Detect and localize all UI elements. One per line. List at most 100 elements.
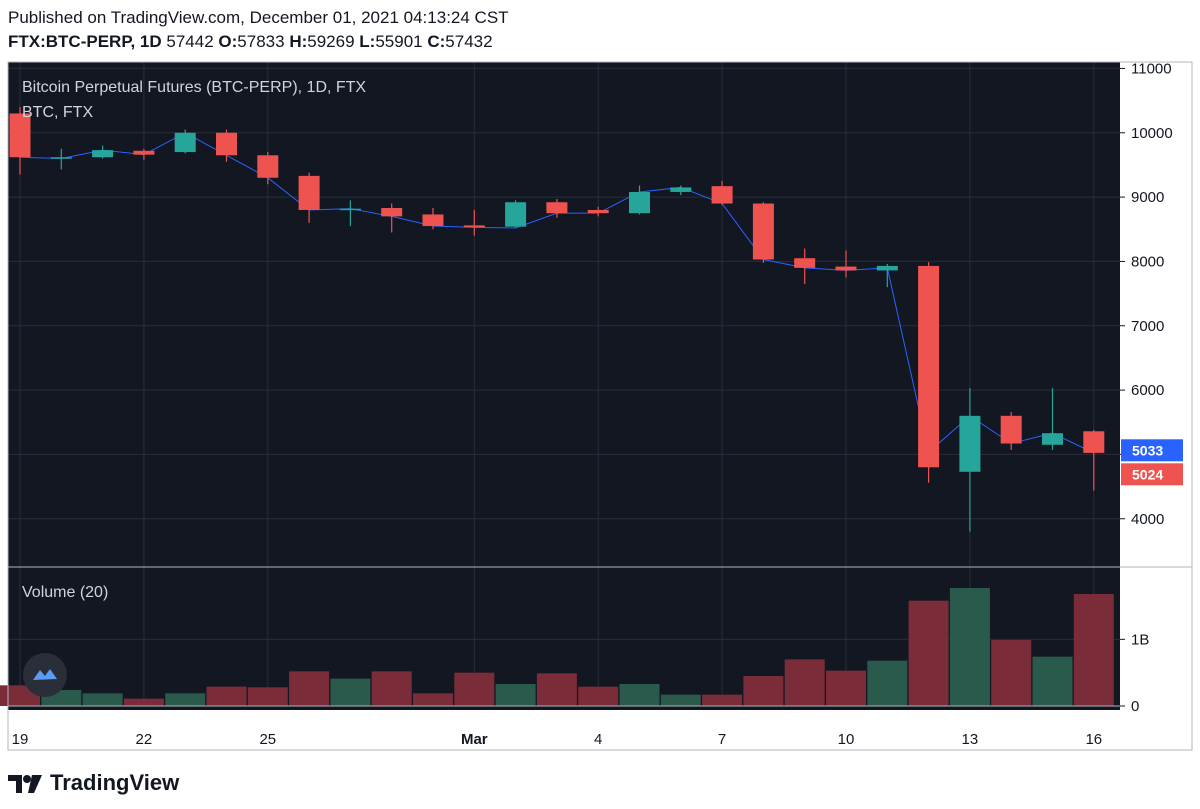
- ohlc-line: FTX:BTC-PERP, 1D 57442 O:57833 H:59269 L…: [8, 32, 493, 52]
- candle: [92, 145, 114, 159]
- volume-bar: [991, 640, 1032, 706]
- price-chart[interactable]: 4000 6000 7000 8000 9000 10000 11000 1B 0 5033 502…: [0, 60, 1200, 760]
- candle: [133, 148, 155, 160]
- candle: [918, 262, 940, 483]
- high-value: 59269: [307, 32, 355, 51]
- volume-bar: [660, 694, 701, 706]
- candle: [463, 209, 485, 236]
- price-tick-label: 7000: [1131, 318, 1164, 335]
- candle-body: [505, 202, 527, 227]
- volume-label: Volume (20): [22, 584, 108, 601]
- time-tick-label: 16: [1085, 731, 1102, 748]
- close-value: 57432: [445, 32, 493, 51]
- candle-body: [918, 265, 940, 468]
- candle: [257, 152, 279, 185]
- price-label-box: [1121, 439, 1183, 462]
- candle-body: [174, 132, 196, 153]
- time-tick-label: Mar: [461, 731, 488, 748]
- volume-bar: [784, 659, 825, 706]
- candle-body: [298, 175, 320, 210]
- price-tick-label: 8000: [1131, 253, 1164, 270]
- candle: [711, 181, 733, 205]
- candle-body: [339, 208, 361, 211]
- volume-bar: [536, 673, 577, 706]
- price-label-text: 5033: [1132, 442, 1163, 458]
- candle-body: [1083, 431, 1105, 453]
- chart-title: Bitcoin Perpetual Futures (BTC-PERP), 1D…: [22, 79, 366, 96]
- low-label: L:: [359, 32, 376, 51]
- volume-tick-label: 0: [1131, 698, 1139, 715]
- candle: [959, 388, 981, 532]
- volume-bar: [949, 588, 990, 706]
- axes: 4000 6000 7000 8000 9000 10000 11000 1B 0 5033 502…: [8, 60, 1183, 748]
- close-label: C:: [427, 32, 446, 51]
- time-tick-label: 13: [962, 731, 979, 748]
- tradingview-brand[interactable]: TradingView: [8, 770, 179, 796]
- time-tick-label: 7: [718, 731, 726, 748]
- brand-name: TradingView: [50, 770, 180, 795]
- candle: [670, 185, 692, 196]
- time-tick-label: 22: [136, 731, 153, 748]
- candle-body: [835, 266, 857, 271]
- candle: [629, 185, 650, 215]
- volume-bar: [619, 684, 660, 706]
- candle-body: [752, 203, 774, 260]
- candle-body: [876, 265, 898, 271]
- price-tick-label: 11000: [1131, 60, 1172, 77]
- candle: [216, 129, 237, 162]
- volume-bar: [495, 684, 536, 706]
- candle-body: [463, 225, 485, 228]
- time-tick-label: 19: [12, 731, 29, 748]
- time-tick-label: 25: [259, 731, 276, 748]
- volume-bar: [289, 671, 330, 706]
- volume-bar: [454, 672, 495, 706]
- candle: [794, 248, 816, 284]
- candle-body: [629, 191, 650, 214]
- open-value: 57833: [237, 32, 285, 51]
- candle: [298, 172, 320, 223]
- candle: [1042, 388, 1063, 450]
- volume-bar: [1073, 594, 1114, 706]
- candle-body: [133, 150, 155, 155]
- candle-body: [50, 157, 72, 159]
- price-tick-label: 9000: [1131, 189, 1164, 206]
- volume-bar: [82, 693, 123, 706]
- volume-bar: [247, 687, 288, 706]
- volume-bar: [908, 600, 949, 706]
- time-tick-label: 4: [594, 731, 602, 748]
- volume-bar: [867, 660, 908, 706]
- candle: [587, 206, 609, 217]
- volume-bar: [826, 670, 866, 706]
- volume-bar: [413, 693, 453, 706]
- tradingview-logo-icon: [8, 775, 42, 793]
- candles: [9, 107, 1105, 532]
- volume-bar: [330, 678, 371, 706]
- volume-bar: [165, 693, 206, 706]
- candle: [546, 199, 568, 218]
- last-price: 57442: [166, 32, 214, 51]
- volume-bars: [0, 588, 1114, 706]
- high-label: H:: [289, 32, 308, 51]
- candle-body: [711, 186, 733, 204]
- candle-body: [670, 187, 692, 192]
- candle: [752, 202, 774, 263]
- candle-body: [587, 209, 609, 214]
- candle-body: [1000, 415, 1022, 444]
- candle-body: [794, 258, 816, 268]
- candle-body: [1042, 433, 1063, 445]
- candle: [381, 203, 403, 233]
- candle: [876, 264, 898, 288]
- chart-frame: [7, 61, 1193, 751]
- candle: [1083, 429, 1105, 491]
- candle-body: [422, 214, 444, 227]
- candle-body: [216, 132, 237, 156]
- volume-bar: [702, 694, 743, 706]
- volume-bar: [206, 686, 247, 706]
- candle-body: [9, 113, 31, 158]
- candle-body: [257, 155, 279, 178]
- price-tick-label: 6000: [1131, 382, 1164, 399]
- open-label: O:: [218, 32, 238, 51]
- tradingview-badge-icon[interactable]: [23, 653, 67, 697]
- candle: [1000, 411, 1022, 450]
- chart-subtitle: BTC, FTX: [22, 104, 93, 121]
